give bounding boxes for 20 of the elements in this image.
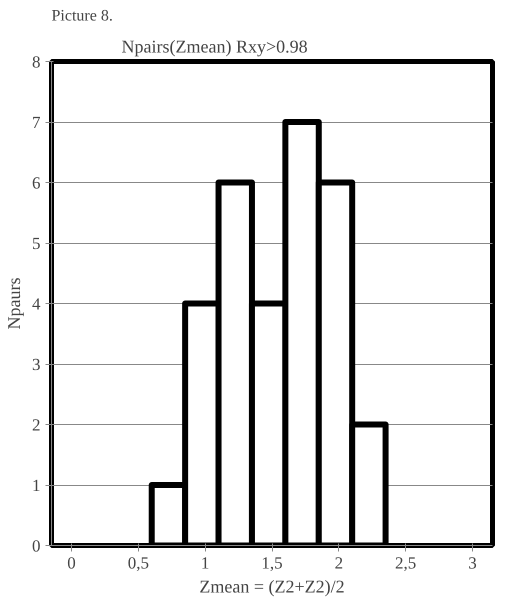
- y-tick-label: 0: [32, 536, 40, 556]
- y-tick-label: 1: [32, 476, 40, 495]
- y-tick-label: 6: [32, 174, 40, 192]
- x-tick-label: 2: [334, 554, 344, 572]
- x-tick-label: 1: [200, 554, 210, 572]
- x-tick-label: 0,5: [128, 554, 149, 572]
- x-tick-label: 0: [67, 554, 76, 572]
- text: Picture 8.: [52, 8, 113, 24]
- y-tick-label: 2: [32, 416, 40, 434]
- y-tick-label: 5: [32, 234, 40, 253]
- x-tick-label: 1,5: [261, 554, 283, 572]
- chart-title: Npairs(Zmean) Rxy>0.98: [122, 36, 308, 56]
- y-tick-label: 7: [32, 113, 41, 132]
- x-tick-label: 3: [468, 554, 477, 572]
- x-tick-label: 2,5: [395, 554, 416, 572]
- y-tick-label: 3: [32, 355, 40, 374]
- x-axis-title: Zmean = (Z2+Z2)/2: [199, 576, 345, 596]
- y-axis-title: Npaurs: [4, 277, 24, 330]
- y-tick-label: 8: [32, 52, 40, 72]
- y-tick-label: 4: [32, 294, 41, 314]
